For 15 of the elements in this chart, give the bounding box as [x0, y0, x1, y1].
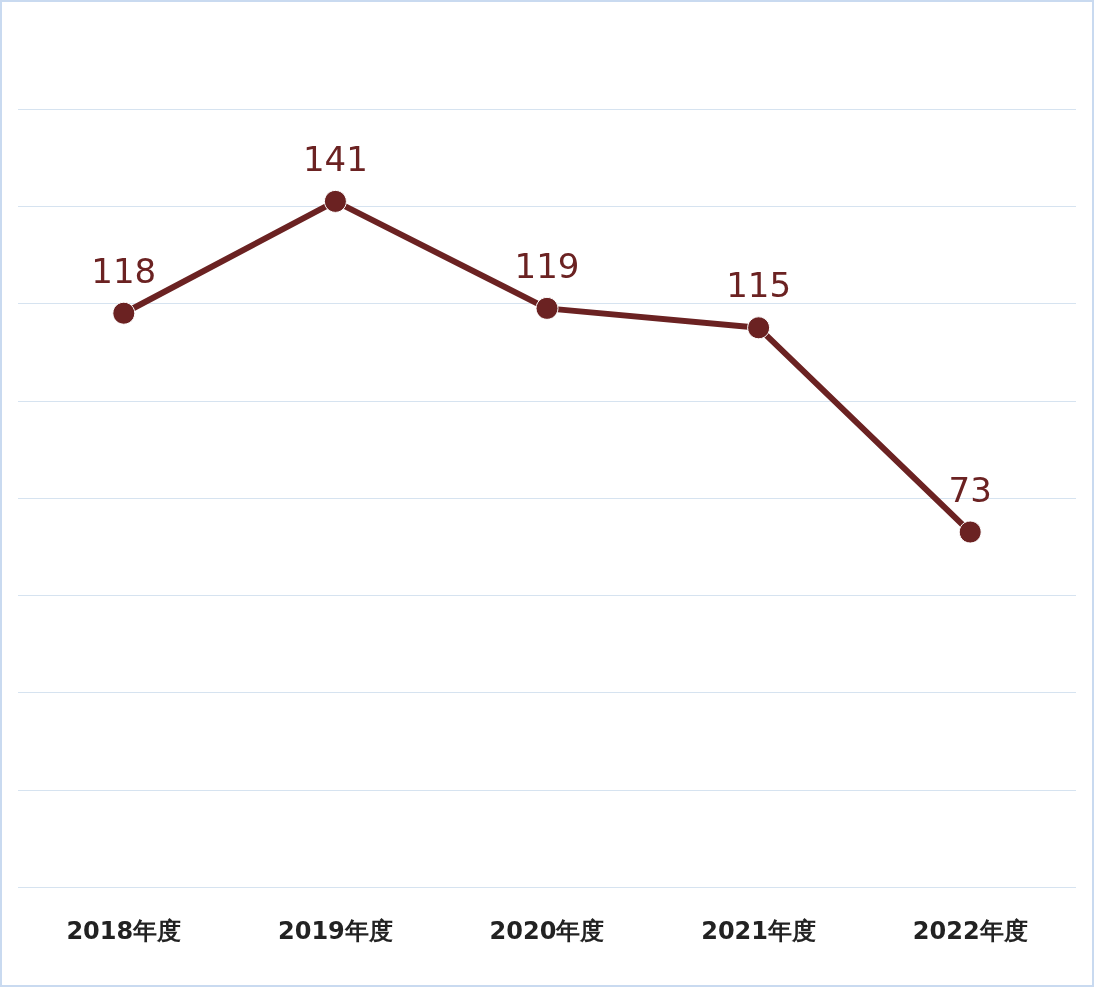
point: [747, 316, 771, 340]
x-tick-label: 2019年度: [278, 917, 393, 945]
data-label: 115: [726, 265, 792, 306]
point: [112, 301, 136, 325]
x-tick-label: 2018年度: [66, 917, 182, 945]
point: [323, 189, 347, 213]
point: [958, 520, 982, 544]
data-label: 118: [91, 250, 157, 291]
data-label: 119: [514, 245, 580, 286]
x-tick-label: 2020年度: [489, 917, 605, 945]
data-label: 141: [302, 138, 368, 179]
point: [535, 296, 559, 320]
data-label: 73: [948, 469, 992, 510]
x-tick-label: 2022年度: [912, 917, 1028, 945]
x-tick-label: 2021年度: [701, 917, 816, 945]
